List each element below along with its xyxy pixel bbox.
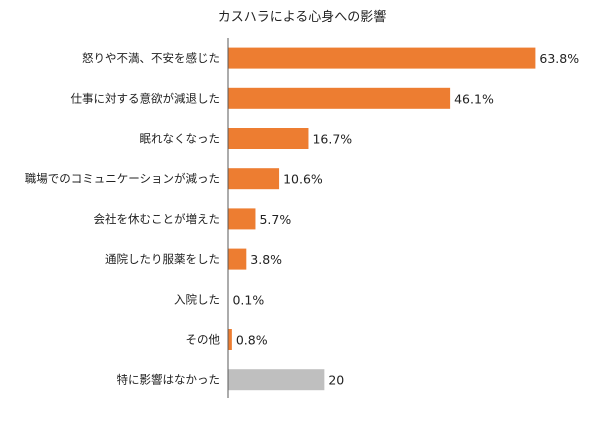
value-label: 16.7% [312, 132, 352, 147]
bar [228, 128, 309, 149]
value-label: 0.8% [236, 333, 268, 348]
bar [228, 47, 536, 69]
category-label: 眠れなくなった [140, 132, 221, 146]
value-label: 46.1% [454, 91, 494, 106]
value-label: 63.8% [539, 51, 579, 66]
value-label: 3.8% [250, 252, 282, 267]
category-label: その他 [186, 333, 221, 347]
value-label: 0.1% [232, 292, 264, 307]
bar [228, 329, 232, 350]
bars [228, 47, 536, 391]
bar [228, 208, 256, 230]
value-label: 5.7% [259, 212, 291, 227]
bar [228, 168, 280, 190]
value-labels: 63.8% 46.1% 16.7% 10.6% 5.7% 3.8% 0.1% 0.8% 20 [232, 51, 579, 388]
category-label: 職場でのコミュニケーションが減った [25, 172, 220, 186]
value-label: 20 [328, 373, 344, 388]
category-label: 入院した [174, 292, 220, 306]
category-labels: 怒りや不満、不安を感じた仕事に対する意欲が減退した眠れなくなった職場でのコミュニ… [25, 51, 221, 387]
bar [228, 369, 325, 391]
category-label: 仕事に対する意欲が減退した [71, 91, 221, 105]
category-label: 会社を休むことが増えた [94, 212, 221, 226]
bar [228, 248, 247, 270]
category-label: 怒りや不満、不安を感じた [82, 51, 220, 65]
chart-title: カスハラによる心身への影響 [218, 9, 387, 25]
category-label: 通院したり服薬をした [105, 252, 220, 266]
category-label: 特に影響はなかった [117, 373, 221, 387]
bar [228, 87, 451, 109]
value-label: 10.6% [283, 172, 323, 187]
